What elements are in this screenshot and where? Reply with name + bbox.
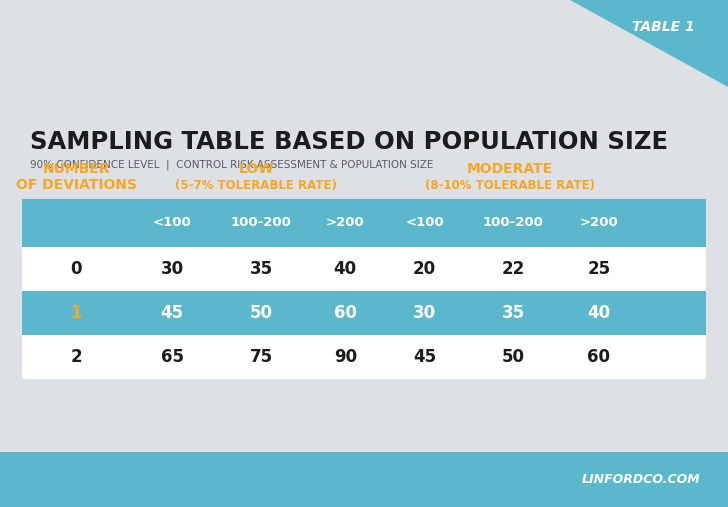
Text: 35: 35: [502, 304, 525, 322]
Text: 75: 75: [250, 348, 272, 366]
Text: LOW: LOW: [239, 162, 274, 176]
Polygon shape: [570, 0, 728, 87]
Text: 25: 25: [587, 260, 611, 278]
Text: MODERATE: MODERATE: [467, 162, 553, 176]
Text: <100: <100: [405, 216, 444, 230]
Text: 100-200: 100-200: [483, 216, 544, 230]
Text: 35: 35: [250, 260, 272, 278]
Text: (8-10% TOLERABLE RATE): (8-10% TOLERABLE RATE): [425, 178, 595, 192]
Text: 30: 30: [413, 304, 436, 322]
Text: 22: 22: [502, 260, 525, 278]
Text: 0: 0: [71, 260, 82, 278]
Text: 90% CONFIDENCE LEVEL  |  CONTROL RISK ASSESSMENT & POPULATION SIZE: 90% CONFIDENCE LEVEL | CONTROL RISK ASSE…: [30, 160, 433, 170]
Text: >200: >200: [326, 216, 365, 230]
Text: 50: 50: [502, 348, 525, 366]
Text: LINFORDCO.COM: LINFORDCO.COM: [581, 473, 700, 486]
Text: 1: 1: [71, 304, 82, 322]
Text: NUMBER: NUMBER: [42, 162, 110, 176]
Text: 50: 50: [250, 304, 272, 322]
Text: 100-200: 100-200: [231, 216, 291, 230]
Text: 60: 60: [333, 304, 357, 322]
Text: 45: 45: [161, 304, 183, 322]
Text: 2: 2: [70, 348, 82, 366]
Text: 65: 65: [161, 348, 183, 366]
Text: OF DEVIATIONS: OF DEVIATIONS: [15, 178, 137, 192]
Text: 40: 40: [333, 260, 357, 278]
Bar: [22, 199, 706, 247]
Text: >200: >200: [579, 216, 618, 230]
Bar: [22, 291, 706, 335]
Text: 40: 40: [587, 304, 611, 322]
Text: TABLE 1: TABLE 1: [633, 20, 695, 34]
Text: 30: 30: [161, 260, 183, 278]
Text: (5-7% TOLERABLE RATE): (5-7% TOLERABLE RATE): [175, 178, 337, 192]
Bar: [22, 247, 706, 291]
Text: 60: 60: [587, 348, 611, 366]
Text: 90: 90: [333, 348, 357, 366]
Bar: [22, 335, 706, 379]
Text: 45: 45: [413, 348, 436, 366]
Text: 20: 20: [413, 260, 436, 278]
Text: SAMPLING TABLE BASED ON POPULATION SIZE: SAMPLING TABLE BASED ON POPULATION SIZE: [30, 130, 668, 154]
Bar: [0, 452, 728, 507]
Text: <100: <100: [153, 216, 191, 230]
